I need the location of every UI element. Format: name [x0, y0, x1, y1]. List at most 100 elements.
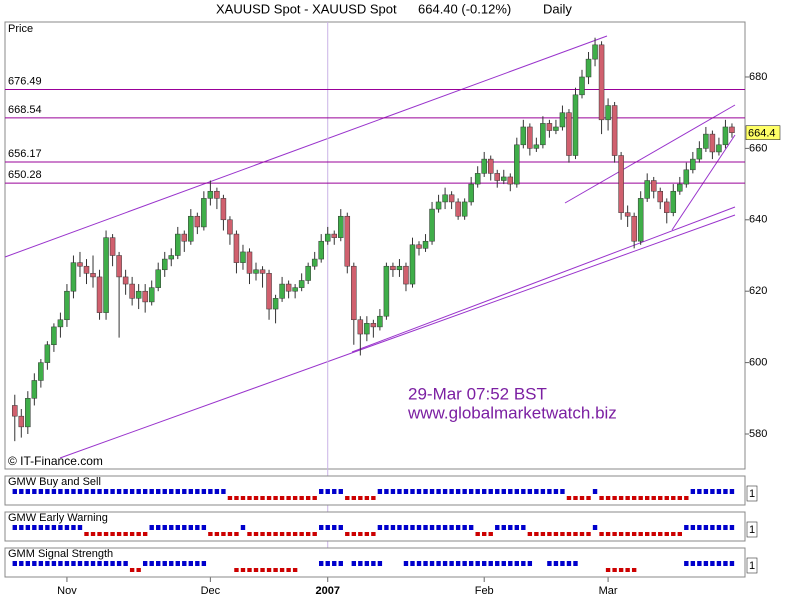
candle-body [311, 258, 318, 267]
trend-line [564, 104, 736, 204]
indicator-title: GMW Buy and Sell [8, 476, 101, 488]
buy-signal [90, 489, 96, 494]
sell-signal [240, 496, 246, 500]
sell-signal [129, 568, 135, 572]
candle-body [598, 44, 605, 121]
buy-signal [429, 561, 435, 566]
buy-signal [501, 489, 506, 494]
candle-body [637, 198, 644, 242]
sell-signal [253, 532, 259, 536]
candle-body [722, 126, 729, 146]
sell-signal [312, 532, 317, 536]
buy-signal [188, 489, 194, 494]
candle-body [553, 126, 559, 131]
sell-signal [658, 496, 663, 500]
candle-body [18, 415, 25, 428]
sell-signal [253, 568, 259, 572]
buy-signal [553, 489, 559, 494]
sell-signal [371, 496, 376, 500]
y-tick-label: 640 [749, 214, 767, 226]
sell-signal [227, 532, 233, 536]
candle-body [142, 290, 148, 303]
x-tick-label: 2007 [315, 585, 339, 597]
sell-signal [566, 532, 572, 536]
buy-signal [162, 489, 167, 494]
buy-signal [514, 561, 520, 566]
candle-body [566, 112, 572, 156]
buy-signal [449, 489, 454, 494]
candle-body [468, 183, 474, 203]
buy-signal [710, 489, 715, 494]
buy-signal [110, 561, 115, 566]
buy-signal [332, 525, 337, 530]
candle-body [175, 233, 181, 256]
candle-body [624, 212, 631, 217]
buy-signal [19, 489, 24, 494]
candle-body [272, 298, 279, 310]
buy-signal [514, 489, 520, 494]
buy-signal [38, 561, 44, 566]
buy-signal [51, 525, 57, 530]
buy-signal [149, 489, 154, 494]
buy-signal [697, 489, 702, 494]
buy-signal [475, 561, 480, 566]
candle-body [611, 105, 618, 156]
candle-body [259, 269, 266, 274]
sell-signal [234, 496, 239, 500]
buy-signal [71, 489, 76, 494]
buy-signal [410, 489, 415, 494]
candle-body [390, 265, 396, 271]
buy-signal [182, 561, 187, 566]
buy-signal [12, 525, 17, 530]
sell-signal [292, 532, 298, 536]
sell-signal [553, 532, 559, 536]
sell-signal [260, 532, 265, 536]
candle-body [129, 283, 135, 299]
candle-body [383, 265, 390, 317]
candle-body [696, 148, 703, 160]
sell-signal [599, 532, 604, 536]
buy-signal [25, 525, 31, 530]
buy-signal [384, 489, 389, 494]
buy-signal [703, 525, 709, 530]
candle-body [96, 276, 103, 313]
candle-body [579, 76, 585, 96]
buy-signal [377, 525, 383, 530]
candle-body [324, 233, 331, 242]
buy-signal [508, 525, 513, 530]
buy-signal [416, 489, 422, 494]
sell-signal [292, 568, 298, 572]
buy-signal [71, 561, 76, 566]
buy-signal [110, 489, 115, 494]
buy-signal [527, 489, 533, 494]
buy-signal [697, 561, 702, 566]
candle-body [448, 194, 455, 203]
scale-label: 1 [749, 488, 755, 500]
buy-signal [182, 489, 187, 494]
buy-signal [195, 525, 200, 530]
sell-signal [247, 568, 252, 572]
buy-signal [97, 489, 102, 494]
buy-signal [729, 525, 735, 530]
buy-signal [58, 489, 63, 494]
candle-body [729, 126, 735, 133]
buy-signal [319, 561, 324, 566]
sell-signal [240, 568, 246, 572]
buy-signal [684, 561, 689, 566]
buy-signal [175, 489, 180, 494]
sell-signal [234, 568, 239, 572]
buy-signal [716, 489, 722, 494]
buy-signal [162, 561, 167, 566]
sell-signal [273, 532, 278, 536]
sell-signal [625, 496, 630, 500]
sell-signal [658, 532, 663, 536]
buy-signal [19, 561, 24, 566]
buy-signal [364, 561, 370, 566]
buy-signal [64, 525, 70, 530]
credit: © IT-Finance.com [8, 454, 103, 468]
candle-body [246, 251, 253, 274]
sell-signal [103, 532, 109, 536]
buy-signal [175, 561, 180, 566]
buy-signal [45, 561, 50, 566]
candle-body [77, 262, 83, 267]
